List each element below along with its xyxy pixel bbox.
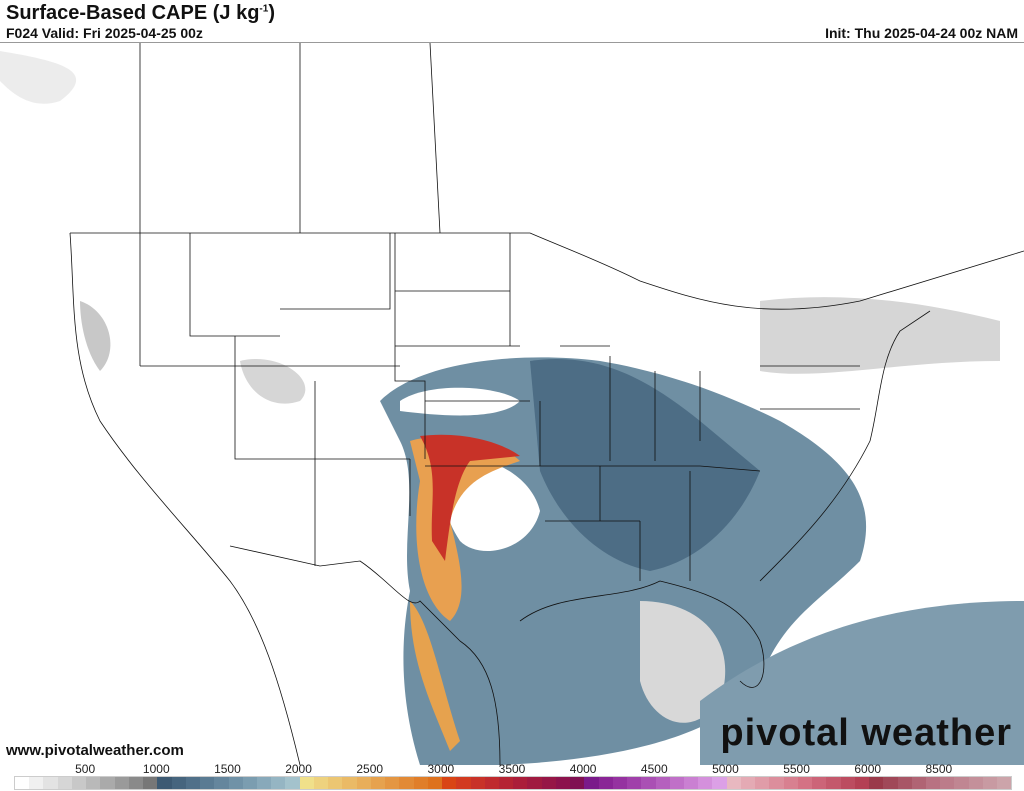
init-time: Init: Thu 2025-04-24 00z NAM bbox=[825, 25, 1018, 41]
colorbar-swatch bbox=[812, 777, 827, 789]
colorbar-tick-label: 4000 bbox=[569, 762, 597, 776]
colorbar-tick-label: 5500 bbox=[783, 762, 810, 776]
colorbar-tick-label: 1000 bbox=[142, 762, 170, 776]
colorbar-swatch bbox=[954, 777, 969, 789]
colorbar-tick-label: 1500 bbox=[214, 762, 241, 776]
valid-time: F024 Valid: Fri 2025-04-25 00z bbox=[6, 25, 203, 41]
cape-shading bbox=[0, 51, 1024, 765]
colorbar-tick-label: 4500 bbox=[640, 762, 668, 776]
colorbar-swatch bbox=[256, 777, 272, 789]
colorbar-swatch bbox=[100, 777, 115, 789]
colorbar-tick-label: 2500 bbox=[356, 762, 384, 776]
colorbar-swatch bbox=[15, 777, 30, 789]
colorbar-swatch bbox=[926, 777, 941, 789]
colorbar-swatch bbox=[399, 777, 414, 789]
colorbar-swatch bbox=[726, 777, 741, 789]
colorbar-swatch bbox=[883, 777, 898, 789]
colorbar-swatch bbox=[413, 777, 428, 789]
colorbar-swatch bbox=[271, 777, 286, 789]
colorbar-swatch bbox=[214, 777, 229, 789]
map-title: Surface-Based CAPE (J kg-1) bbox=[6, 2, 275, 24]
colorbar-swatch bbox=[157, 777, 172, 789]
colorbar-swatch bbox=[570, 777, 585, 789]
colorbar-swatch bbox=[456, 777, 471, 789]
colorbar-swatch bbox=[584, 777, 599, 789]
colorbar-swatch bbox=[43, 777, 58, 789]
colorbar-swatch bbox=[698, 777, 713, 789]
colorbar-swatch bbox=[185, 777, 201, 789]
colorbar-swatch bbox=[29, 777, 44, 789]
website-url[interactable]: www.pivotalweather.com bbox=[6, 742, 184, 759]
colorbar-swatch bbox=[755, 777, 770, 789]
colorbar-swatch bbox=[427, 777, 443, 789]
colorbar-swatch bbox=[997, 777, 1012, 789]
colorbar-swatch bbox=[356, 777, 371, 789]
colorbar-swatch bbox=[143, 777, 158, 789]
colorbar-swatch bbox=[200, 777, 215, 789]
colorbar-swatch bbox=[627, 777, 642, 789]
colorbar-swatch bbox=[840, 777, 855, 789]
cape-map bbox=[0, 42, 1024, 765]
colorbar-swatch bbox=[470, 777, 485, 789]
colorbar-swatch bbox=[982, 777, 998, 789]
colorbar-swatch bbox=[940, 777, 955, 789]
colorbar-swatch bbox=[114, 777, 129, 789]
colorbar-swatch bbox=[385, 777, 400, 789]
colorbar-tick-label: 500 bbox=[75, 762, 96, 776]
colorbar-swatch bbox=[598, 777, 613, 789]
colorbar-swatch bbox=[684, 777, 699, 789]
colorbar bbox=[14, 776, 1012, 790]
colorbar-swatch bbox=[612, 777, 628, 789]
colorbar-swatch bbox=[442, 777, 457, 789]
colorbar-swatch bbox=[171, 777, 186, 789]
colorbar-swatch bbox=[897, 777, 912, 789]
colorbar-swatch bbox=[484, 777, 499, 789]
colorbar-swatch bbox=[968, 777, 983, 789]
colorbar-swatch bbox=[527, 777, 542, 789]
colorbar-swatch bbox=[740, 777, 756, 789]
colorbar-tick-label: 5000 bbox=[712, 762, 739, 776]
colorbar-tick-label: 3500 bbox=[498, 762, 526, 776]
colorbar-swatch bbox=[299, 777, 314, 789]
colorbar-swatch bbox=[854, 777, 870, 789]
colorbar-swatch bbox=[826, 777, 841, 789]
colorbar-swatch bbox=[128, 777, 144, 789]
colorbar-swatch bbox=[242, 777, 257, 789]
colorbar-tick-label: 6000 bbox=[854, 762, 882, 776]
boundaries bbox=[69, 43, 1024, 765]
colorbar-swatch bbox=[228, 777, 243, 789]
colorbar-swatch bbox=[783, 777, 798, 789]
colorbar-swatch bbox=[911, 777, 926, 789]
colorbar-swatch bbox=[555, 777, 571, 789]
colorbar-swatch bbox=[285, 777, 300, 789]
colorbar-swatch bbox=[669, 777, 685, 789]
colorbar-swatch bbox=[370, 777, 386, 789]
colorbar-swatch bbox=[86, 777, 101, 789]
colorbar-swatch bbox=[655, 777, 670, 789]
colorbar-swatch bbox=[797, 777, 813, 789]
colorbar-tick-label: 8500 bbox=[925, 762, 953, 776]
colorbar-swatch bbox=[57, 777, 72, 789]
brand-logo: pivotal weather bbox=[720, 712, 1012, 754]
colorbar-swatch bbox=[313, 777, 329, 789]
colorbar-swatch bbox=[769, 777, 784, 789]
colorbar-tick-label: 3000 bbox=[427, 762, 455, 776]
colorbar-swatch bbox=[513, 777, 528, 789]
colorbar-swatch bbox=[641, 777, 656, 789]
colorbar-swatch bbox=[342, 777, 357, 789]
colorbar-swatch bbox=[498, 777, 514, 789]
colorbar-swatch bbox=[712, 777, 727, 789]
colorbar-swatch bbox=[541, 777, 556, 789]
colorbar-swatch bbox=[71, 777, 87, 789]
colorbar-tick-label: 2000 bbox=[285, 762, 312, 776]
colorbar-swatch bbox=[869, 777, 884, 789]
colorbar-swatch bbox=[328, 777, 343, 789]
